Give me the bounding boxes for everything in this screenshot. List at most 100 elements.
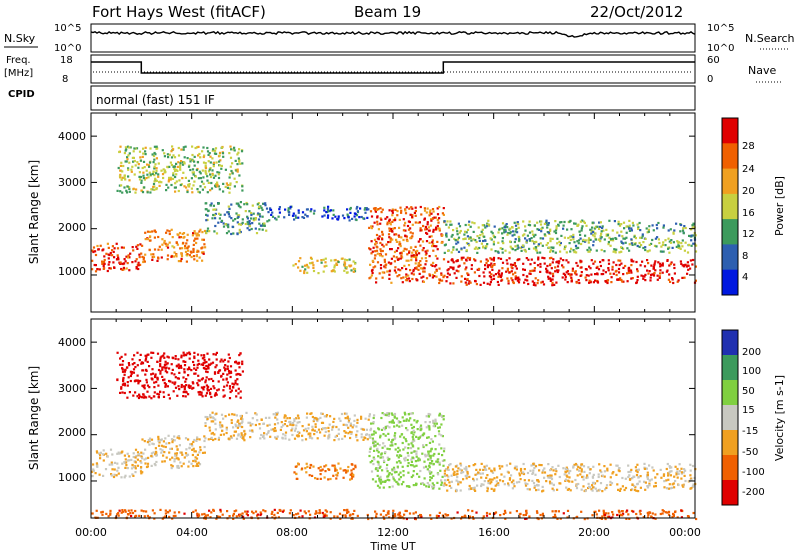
echo-cell (196, 436, 199, 439)
echo-cell (238, 366, 241, 369)
power-yticks: 4000 3000 2000 1000 (58, 130, 86, 278)
echo-cell (153, 517, 156, 520)
echo-cell (435, 226, 438, 229)
echo-cell (142, 369, 145, 372)
echo-cell (424, 455, 427, 458)
echo-cell (351, 463, 354, 466)
echo-cell (600, 471, 603, 474)
echo-cell (522, 472, 526, 476)
echo-cell (593, 260, 597, 263)
echo-cell (352, 513, 355, 516)
echo-cell (201, 357, 204, 360)
echo-cell (397, 421, 400, 424)
echo-cell (164, 509, 167, 512)
echo-cell (441, 454, 444, 457)
echo-cell (591, 484, 594, 487)
echo-cell (402, 470, 405, 473)
echo-cell (181, 453, 184, 456)
echo-cell (523, 268, 526, 271)
nsky-trace (90, 30, 696, 38)
echo-cell (620, 223, 623, 226)
echo-cell (212, 161, 216, 164)
echo-cell (402, 276, 405, 279)
echo-cell (261, 208, 264, 211)
echo-cell (603, 465, 606, 468)
echo-cell (172, 148, 175, 151)
echo-cell (279, 509, 282, 512)
echo-cell (589, 248, 592, 251)
echo-cell (399, 252, 402, 255)
echo-cell (680, 242, 683, 245)
echo-cell (188, 353, 192, 356)
echo-cell (335, 425, 338, 429)
echo-cell (198, 438, 201, 441)
echo-cell (173, 169, 177, 173)
nave-tick-bottom: 0 (707, 74, 713, 85)
echo-cell (186, 247, 189, 250)
echo-cell (239, 201, 242, 204)
echo-cell (124, 160, 127, 163)
echo-cell (547, 476, 550, 479)
echo-cell (391, 238, 394, 241)
echo-cell (238, 174, 241, 177)
echo-cell (218, 151, 222, 154)
echo-cell (430, 471, 433, 474)
echo-cell (436, 218, 439, 221)
echo-cell (385, 514, 388, 517)
echo-cell (241, 425, 244, 429)
echo-cell (692, 258, 695, 262)
echo-cell (543, 262, 546, 265)
echo-cell (212, 204, 215, 207)
echo-cell (607, 243, 610, 246)
echo-cell (646, 474, 649, 477)
echo-cell (182, 385, 185, 388)
echo-cell (174, 182, 177, 185)
echo-cell (332, 209, 335, 212)
echo-cell (287, 207, 290, 210)
echo-cell (562, 227, 565, 230)
echo-cell (319, 473, 322, 476)
echo-cell (228, 413, 231, 416)
echo-cell (145, 169, 148, 172)
echo-cell (605, 484, 609, 487)
echo-cell (624, 477, 627, 480)
echo-cell (327, 205, 330, 208)
echo-cell (263, 432, 266, 435)
echo-cell (605, 234, 608, 237)
echo-cell (675, 473, 678, 476)
echo-cell (209, 393, 212, 396)
echo-cell (144, 357, 148, 360)
echo-cell (166, 385, 169, 388)
velocity-cbar-tick: 100 (742, 366, 761, 377)
echo-cell (486, 264, 490, 267)
echo-cell (570, 273, 573, 276)
colorbar-segment (722, 380, 738, 406)
echo-cell (377, 463, 380, 466)
echo-cell (176, 165, 179, 168)
echo-cell (168, 230, 171, 233)
echo-cell (404, 446, 407, 449)
echo-cell (415, 253, 418, 256)
echo-cell (156, 352, 160, 355)
echo-cell (523, 479, 526, 482)
echo-cell (376, 474, 379, 477)
echo-cell (160, 248, 163, 251)
echo-cell (431, 241, 434, 244)
echo-cell (259, 437, 262, 440)
echo-cell (364, 207, 367, 210)
echo-cell (217, 185, 220, 188)
echo-cell (372, 421, 375, 424)
echo-cell (654, 260, 657, 263)
echo-cell (394, 432, 397, 435)
echo-cell (417, 268, 420, 271)
echo-cell (588, 279, 591, 282)
echo-cell (139, 263, 142, 266)
echo-cell (579, 233, 582, 236)
echo-cell (438, 205, 441, 209)
echo-cell (478, 239, 481, 242)
echo-cell (591, 226, 594, 229)
echo-cell (570, 278, 573, 281)
echo-cell (203, 451, 206, 454)
echo-cell (206, 417, 209, 420)
